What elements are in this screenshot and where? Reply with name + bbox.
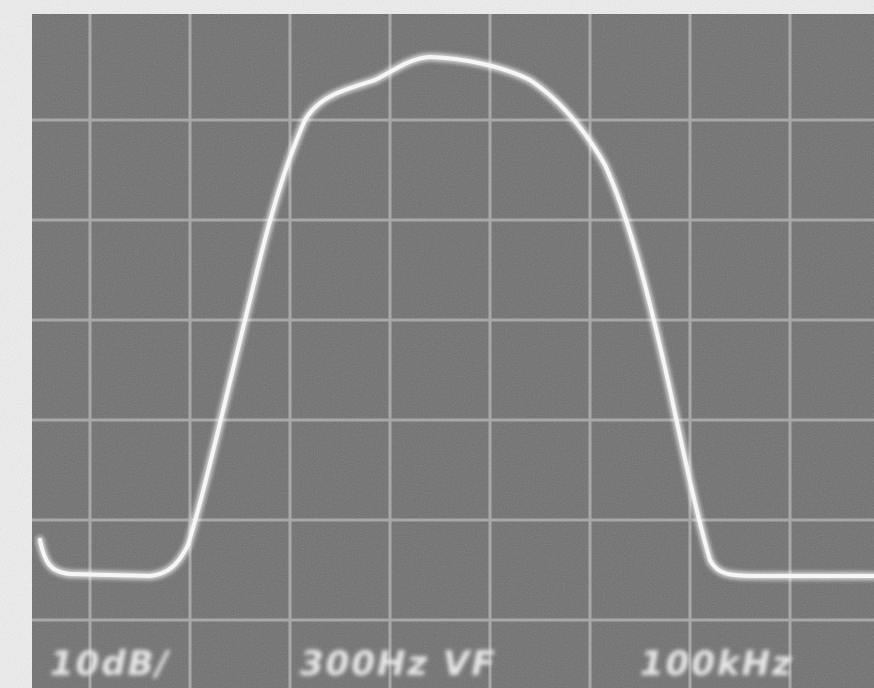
trace xyxy=(36,53,874,580)
display-grain xyxy=(32,14,874,688)
span-label: 100kHz xyxy=(640,644,794,684)
scale-label: 10dB/ xyxy=(50,644,171,684)
readout: 10dB/ 300Hz VF 100kHz xyxy=(50,644,794,684)
filter-label: 300Hz VF xyxy=(300,644,497,684)
trace-line xyxy=(38,55,874,578)
